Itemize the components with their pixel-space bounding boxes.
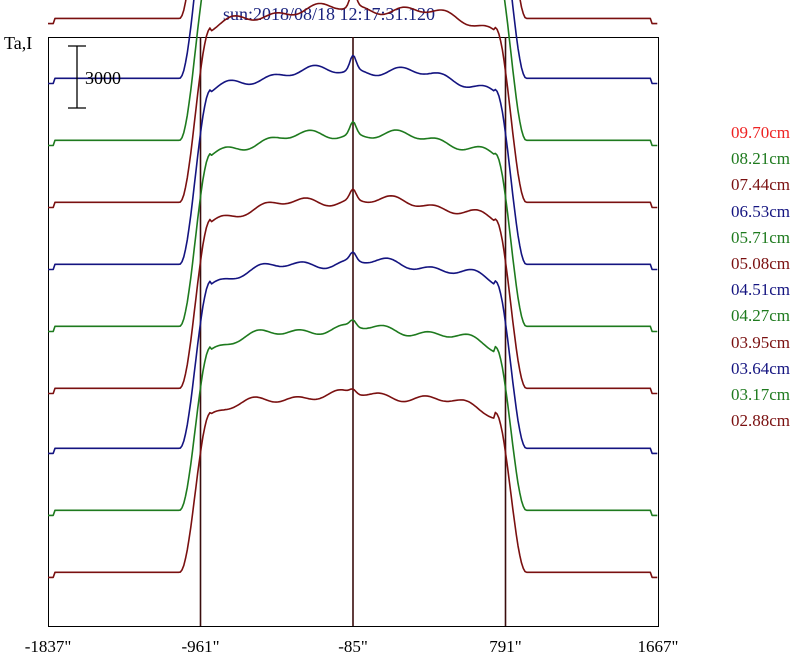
- legend-entry: 05.08cm: [731, 254, 791, 274]
- series-line-05.71cm: [48, 0, 658, 147]
- legend-entry: 07.44cm: [731, 175, 791, 195]
- legend-entry: 04.27cm: [731, 306, 791, 326]
- x-tick-label: -1837": [25, 637, 72, 656]
- series-group: [48, 0, 658, 579]
- x-tick-label: 791": [489, 637, 521, 656]
- legend-entry: 09.70cm: [731, 123, 791, 142]
- series-line-06.53cm: [48, 0, 658, 85]
- x-tick-label: -85": [338, 637, 368, 656]
- legend-entry: 08.21cm: [731, 149, 791, 169]
- vertical-markers: [199, 37, 507, 626]
- series-line-04.27cm: [48, 121, 658, 333]
- legend: 09.70cm 08.21cm 07.44cm 06.53cm 05.71cm 05.08…: [731, 120, 790, 434]
- legend-entry: 03.95cm: [731, 332, 791, 352]
- chart-title: sun:2018/08/18 12:17:31.120: [222, 4, 435, 24]
- series-line-03.64cm: [48, 251, 658, 455]
- legend-entry: 06.53cm: [731, 201, 791, 221]
- series-line-03.17cm: [48, 319, 658, 517]
- series-line-04.51cm: [48, 54, 658, 271]
- legend-entry: 05.71cm: [731, 227, 791, 247]
- x-tick-labels: -1837" -961" -85" 791" 1667": [25, 637, 679, 656]
- series-line-07.44cm: [48, 0, 658, 25]
- series-line-02.88cm: [48, 388, 658, 579]
- scale-bar-label: 3000: [85, 68, 121, 88]
- y-axis-label: Ta,I: [4, 33, 33, 53]
- series-line-05.08cm: [48, 0, 658, 209]
- legend-entry: 03.64cm: [731, 358, 791, 378]
- series-line-03.95cm: [48, 188, 658, 395]
- legend-entry: 02.88cm: [731, 411, 791, 431]
- x-tick-label: -961": [181, 637, 219, 656]
- scale-bar: 3000: [68, 45, 121, 109]
- x-tick-label: 1667": [638, 637, 679, 656]
- legend-entry: 03.17cm: [731, 385, 791, 405]
- legend-entry: 04.51cm: [731, 280, 791, 300]
